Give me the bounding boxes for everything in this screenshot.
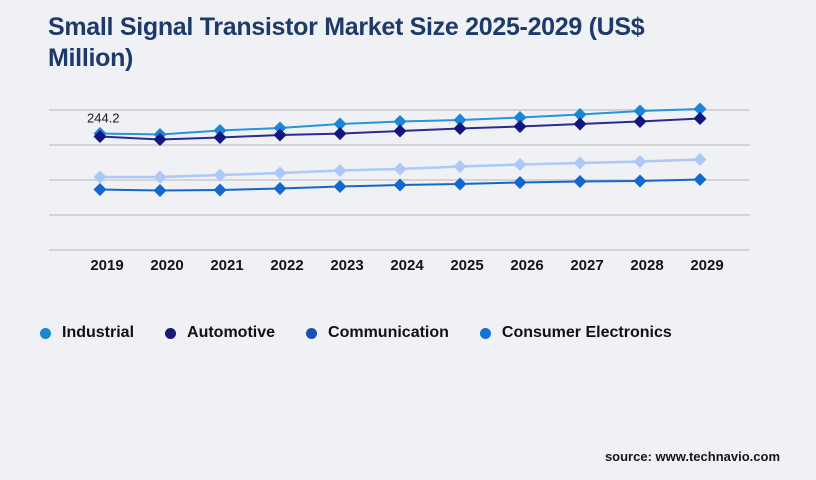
legend-label: Automotive bbox=[187, 324, 276, 341]
data-point-communication bbox=[273, 166, 287, 180]
x-axis-label: 2022 bbox=[270, 257, 303, 274]
data-point-automotive bbox=[153, 132, 167, 146]
data-point-automotive bbox=[213, 130, 227, 144]
data-point-consumer-electronics bbox=[453, 177, 467, 191]
data-point-industrial bbox=[273, 121, 287, 135]
data-point-automotive bbox=[273, 128, 287, 142]
chart-title: Small Signal Transistor Market Size 2025… bbox=[48, 13, 645, 72]
data-point-automotive bbox=[333, 127, 347, 141]
data-point-communication bbox=[153, 170, 167, 184]
x-axis-label: 2028 bbox=[630, 257, 663, 274]
data-point-communication bbox=[453, 159, 467, 173]
data-point-automotive bbox=[93, 129, 107, 143]
legend-label: Industrial bbox=[62, 324, 135, 341]
legend-label: Communication bbox=[328, 324, 449, 341]
x-axis-label: 2023 bbox=[330, 257, 363, 274]
data-point-automotive bbox=[573, 117, 587, 131]
data-point-automotive bbox=[453, 121, 467, 135]
data-point-industrial bbox=[213, 123, 227, 137]
data-point-industrial bbox=[393, 114, 407, 128]
value-annotation: 244.2 bbox=[87, 110, 120, 125]
data-point-industrial bbox=[333, 117, 347, 131]
legend-item-communication[interactable]: Communication bbox=[306, 324, 449, 342]
data-point-industrial bbox=[573, 107, 587, 121]
legend-item-automotive[interactable]: Automotive bbox=[165, 324, 275, 342]
legend-dot-consumer-electronics bbox=[479, 327, 491, 339]
data-point-communication bbox=[513, 157, 527, 171]
data-point-industrial bbox=[513, 110, 527, 124]
legend-item-industrial[interactable]: Industrial bbox=[40, 324, 134, 342]
data-point-consumer-electronics bbox=[153, 183, 167, 197]
x-axis-label: 2024 bbox=[390, 257, 424, 274]
data-point-automotive bbox=[633, 114, 647, 128]
legend-item-consumer-electronics[interactable]: Consumer Electronics bbox=[479, 324, 672, 342]
data-point-automotive bbox=[393, 124, 407, 138]
x-axis-label: 2025 bbox=[450, 257, 483, 274]
x-axis-label: 2020 bbox=[150, 257, 183, 274]
data-point-industrial bbox=[633, 104, 647, 118]
data-point-industrial bbox=[453, 113, 467, 127]
source-credit: source: www.technavio.com bbox=[604, 449, 780, 464]
data-point-communication bbox=[573, 156, 587, 170]
data-point-consumer-electronics bbox=[273, 181, 287, 195]
data-point-consumer-electronics bbox=[513, 175, 527, 189]
data-point-consumer-electronics bbox=[213, 183, 227, 197]
data-point-communication bbox=[213, 168, 227, 182]
data-point-automotive bbox=[693, 111, 707, 125]
legend-label: Consumer Electronics bbox=[501, 324, 672, 341]
data-point-consumer-electronics bbox=[393, 178, 407, 192]
data-point-consumer-electronics bbox=[93, 182, 107, 196]
data-point-industrial bbox=[693, 102, 707, 116]
data-point-communication bbox=[693, 152, 707, 166]
legend-dot-communication bbox=[306, 327, 318, 339]
data-point-communication bbox=[333, 164, 347, 178]
legend-dot-industrial bbox=[40, 327, 51, 339]
x-axis-label: 2021 bbox=[210, 257, 243, 274]
data-point-consumer-electronics bbox=[573, 174, 587, 188]
data-point-consumer-electronics bbox=[693, 172, 707, 186]
data-point-communication bbox=[93, 170, 107, 184]
data-point-consumer-electronics bbox=[633, 174, 647, 188]
legend-dot-automotive bbox=[165, 327, 177, 339]
x-axis-label: 2026 bbox=[510, 257, 543, 274]
legend: Industrial Automotive Communication Consume… bbox=[40, 324, 672, 342]
x-axis-label: 2019 bbox=[90, 257, 123, 274]
x-axis-label: 2027 bbox=[570, 257, 603, 274]
data-point-automotive bbox=[513, 119, 527, 133]
data-point-communication bbox=[633, 154, 647, 168]
x-axis-label: 2029 bbox=[690, 257, 723, 274]
data-point-communication bbox=[393, 162, 407, 176]
data-point-consumer-electronics bbox=[333, 179, 347, 193]
